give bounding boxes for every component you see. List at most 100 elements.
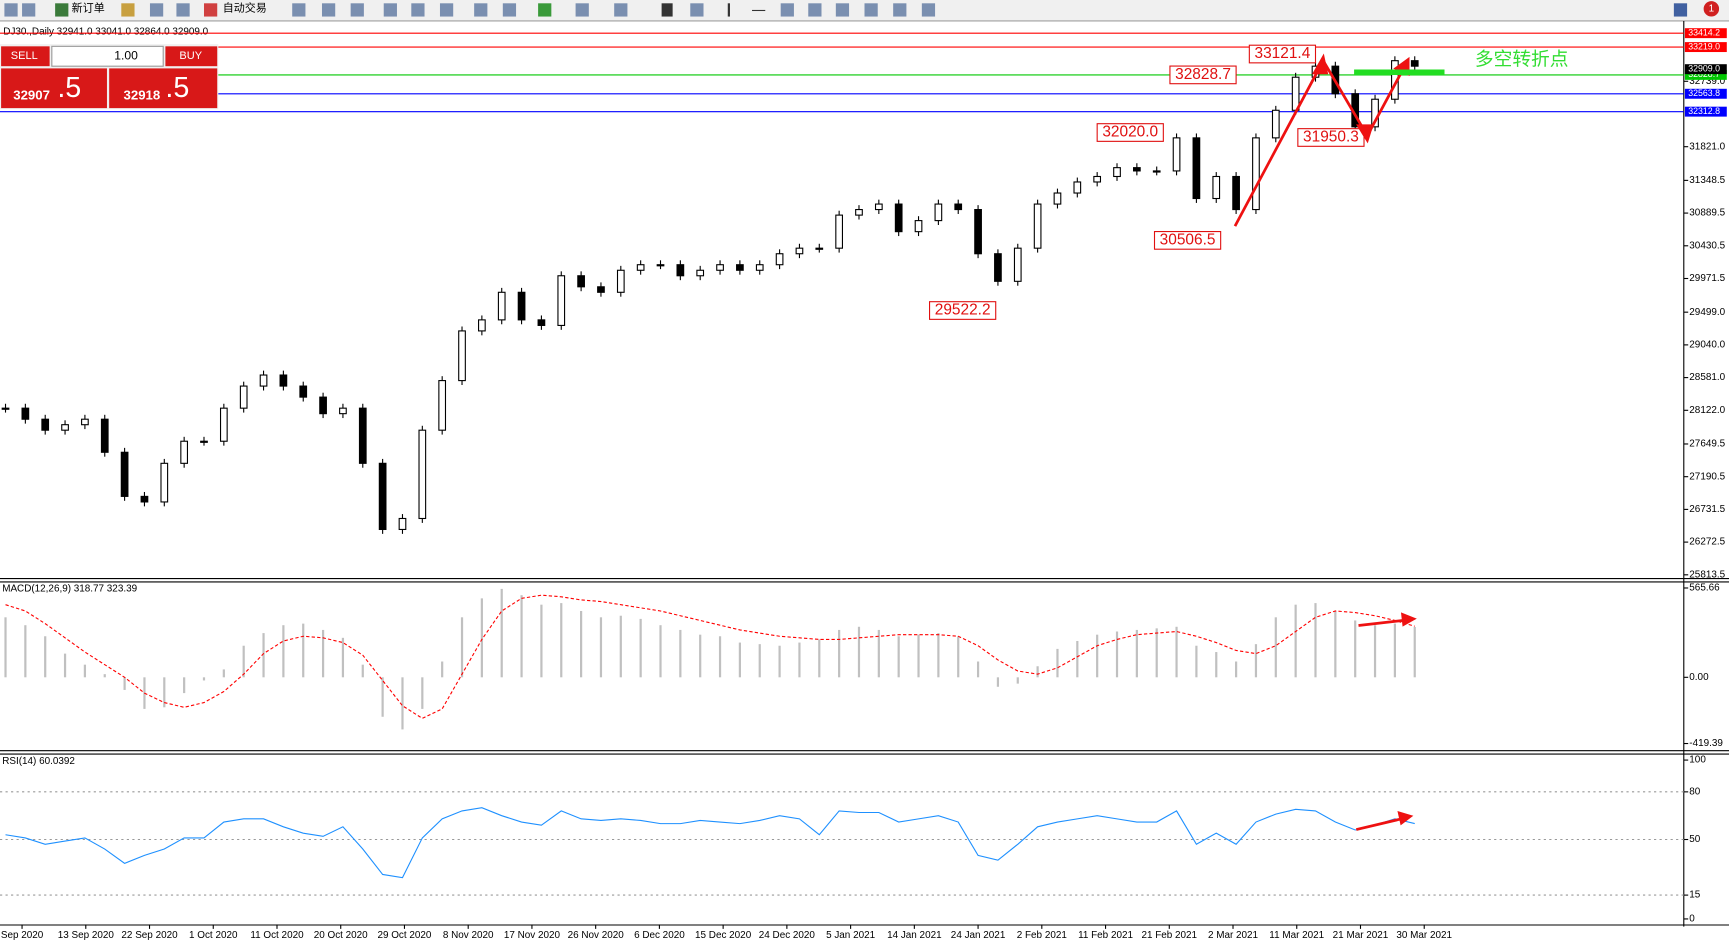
histogram-bar <box>838 629 841 678</box>
buy-price-box[interactable] <box>109 68 218 109</box>
histogram-bar <box>1393 623 1396 678</box>
icon[interactable] <box>752 9 766 12</box>
candle <box>676 264 685 277</box>
candle <box>120 451 129 497</box>
icon[interactable] <box>661 3 673 17</box>
histogram-bar <box>1195 645 1198 678</box>
candle <box>994 253 1002 282</box>
buy-price[interactable]: 32918 <box>124 87 161 102</box>
bid-label: 32909.0 <box>1688 63 1720 73</box>
candle <box>81 418 89 426</box>
y-tick-label: 50 <box>1689 834 1701 845</box>
icon[interactable] <box>121 3 135 17</box>
price-annotation: 31950.3 <box>1297 128 1365 147</box>
icon[interactable] <box>55 3 69 17</box>
lot-input[interactable] <box>51 45 164 67</box>
icon[interactable] <box>835 3 850 17</box>
candle <box>1192 137 1201 200</box>
candle <box>696 269 705 277</box>
histogram-bar <box>937 633 940 678</box>
icon[interactable] <box>203 3 218 17</box>
auto-trading[interactable]: 自动交易 <box>223 1 267 15</box>
icon[interactable] <box>780 3 794 17</box>
icon[interactable] <box>350 3 364 17</box>
y-tick-label: 565.66 <box>1689 583 1720 594</box>
candle <box>1133 167 1141 172</box>
icon[interactable] <box>383 3 397 17</box>
sell-label[interactable]: SELL <box>11 50 38 62</box>
sell-button[interactable] <box>1 46 50 67</box>
buy-label[interactable]: BUY <box>179 50 202 62</box>
time-label: 11 Oct 2020 <box>250 930 304 941</box>
icon[interactable] <box>292 3 306 17</box>
icon[interactable] <box>864 3 878 17</box>
histogram-bar <box>44 636 47 678</box>
icon[interactable] <box>439 3 454 17</box>
time-label: 26 Nov 2020 <box>568 930 625 941</box>
histogram-bar <box>917 634 920 678</box>
candle <box>299 385 308 398</box>
histogram-bar <box>222 669 225 678</box>
buy-frac[interactable]: .5 <box>165 72 189 104</box>
histogram-bar <box>877 629 880 678</box>
icon[interactable] <box>921 3 936 17</box>
price-annotation: 32020.0 <box>1096 123 1164 142</box>
icon[interactable] <box>502 3 517 17</box>
histogram-bar <box>778 645 781 678</box>
icon[interactable] <box>474 3 488 17</box>
time-label: 29 Oct 2020 <box>377 930 431 941</box>
y-tick-label: 15 <box>1689 890 1701 901</box>
candle <box>1252 137 1260 211</box>
pivot-marker <box>1354 69 1445 76</box>
icon[interactable] <box>614 3 628 17</box>
histogram-bar <box>540 604 543 678</box>
histogram-bar <box>500 588 503 678</box>
icon[interactable] <box>176 3 190 17</box>
price-annotation: 30506.5 <box>1153 230 1222 250</box>
icon[interactable] <box>538 3 552 17</box>
icon[interactable] <box>893 3 907 17</box>
annotation-box <box>1248 44 1317 64</box>
time-label: 5 Jan 2021 <box>826 930 876 941</box>
lot[interactable]: 1.00 <box>114 48 138 62</box>
histogram-bar <box>520 595 523 678</box>
drawn-arrows <box>1233 53 1417 831</box>
histogram-bar <box>996 677 1000 687</box>
histogram-bar <box>738 642 741 678</box>
icon[interactable] <box>321 3 336 17</box>
histogram-bar <box>401 677 404 730</box>
sell-price-box[interactable] <box>1 68 107 109</box>
new-order[interactable]: 新订单 <box>72 1 105 15</box>
icon[interactable] <box>149 3 164 17</box>
icon[interactable] <box>690 3 704 17</box>
y-tick-label: 28122.0 <box>1689 405 1725 416</box>
candle <box>775 253 784 266</box>
icon[interactable] <box>575 3 589 17</box>
arrowhead <box>1312 53 1329 75</box>
y-tick-label: 31348.5 <box>1689 175 1725 186</box>
histogram-bar <box>24 625 27 678</box>
notification[interactable] <box>1703 1 1720 17</box>
histogram-bar <box>1215 652 1218 678</box>
y-tick-label: 25813.5 <box>1689 569 1725 580</box>
time-label: 8 Nov 2020 <box>443 930 494 941</box>
icon[interactable] <box>411 3 425 17</box>
time-label: 21 Mar 2021 <box>1333 930 1389 941</box>
candle <box>1113 167 1121 178</box>
histogram-bar <box>242 645 245 678</box>
sell-frac[interactable]: .5 <box>57 72 81 104</box>
icon[interactable] <box>4 3 18 17</box>
buy-button[interactable] <box>165 46 218 67</box>
price-annotation: 32828.7 <box>1169 65 1237 85</box>
sell-price[interactable]: 32907 <box>13 87 50 102</box>
icon[interactable] <box>808 3 822 17</box>
search-icon[interactable] <box>1673 3 1688 17</box>
arrow-line <box>1233 57 1408 227</box>
icon[interactable] <box>727 3 730 17</box>
histogram-bar <box>1056 648 1059 678</box>
price-annotation: 29522.2 <box>929 301 997 320</box>
icon[interactable] <box>22 3 36 17</box>
histogram-bar <box>798 642 801 678</box>
histogram-bar <box>1413 626 1416 678</box>
annotation-box <box>1169 65 1237 85</box>
